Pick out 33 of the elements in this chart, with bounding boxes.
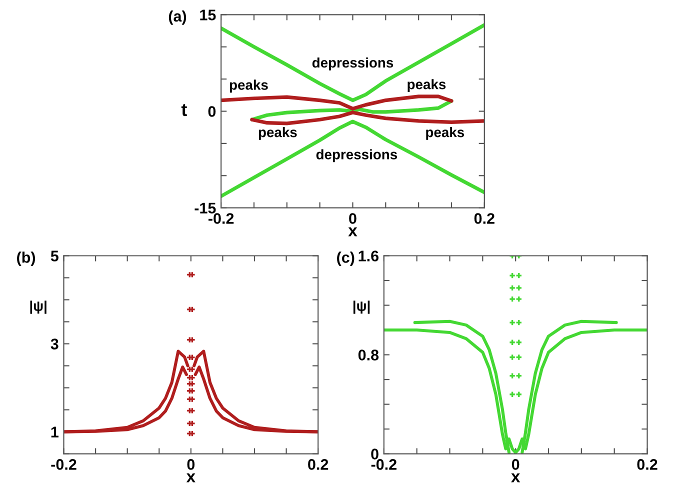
y-tick-label: 5 — [50, 250, 58, 262]
annotation: depressions — [316, 149, 398, 162]
y-tick-label: 0 — [371, 448, 378, 460]
y-tick-label: -15 — [194, 202, 216, 214]
x-axis-title: x — [511, 473, 520, 482]
annotation: peaks — [230, 80, 268, 93]
y-tick-label: 15 — [200, 10, 216, 20]
x-axis-title: x — [348, 227, 358, 236]
x-tick-label: 0 — [349, 213, 356, 224]
chart-title: (b) — [17, 252, 36, 266]
x-tick-label: 0.2 — [474, 213, 494, 224]
chart-title: (a) — [168, 10, 186, 25]
y-tick-label: 3 — [50, 338, 58, 350]
y-tick-label: 0 — [208, 106, 216, 117]
y-axis-title: |ψ| — [353, 300, 370, 314]
x-axis-title: x — [186, 473, 196, 482]
x-tick-label: -0.2 — [371, 459, 396, 470]
annotation: peaks — [258, 126, 297, 140]
x-tick-label: 0.2 — [308, 459, 328, 470]
y-tick-label: 1 — [51, 426, 58, 438]
x-tick-label: 0 — [512, 459, 520, 470]
x-tick-label: -0.2 — [208, 213, 234, 224]
annotation: peaks — [408, 79, 446, 92]
y-axis-title: t — [181, 104, 187, 116]
y-axis-title: |ψ| — [30, 300, 46, 314]
x-tick-label: 0 — [187, 459, 195, 470]
y-tick-label: 0.8 — [358, 350, 379, 360]
x-tick-label: -0.2 — [51, 459, 76, 470]
annotation: peaks — [426, 126, 464, 140]
chart-title: (c) — [337, 252, 354, 266]
y-tick-label: 1.6 — [358, 250, 379, 262]
x-tick-label: 0.2 — [637, 459, 658, 470]
annotation: depressions — [312, 57, 394, 70]
